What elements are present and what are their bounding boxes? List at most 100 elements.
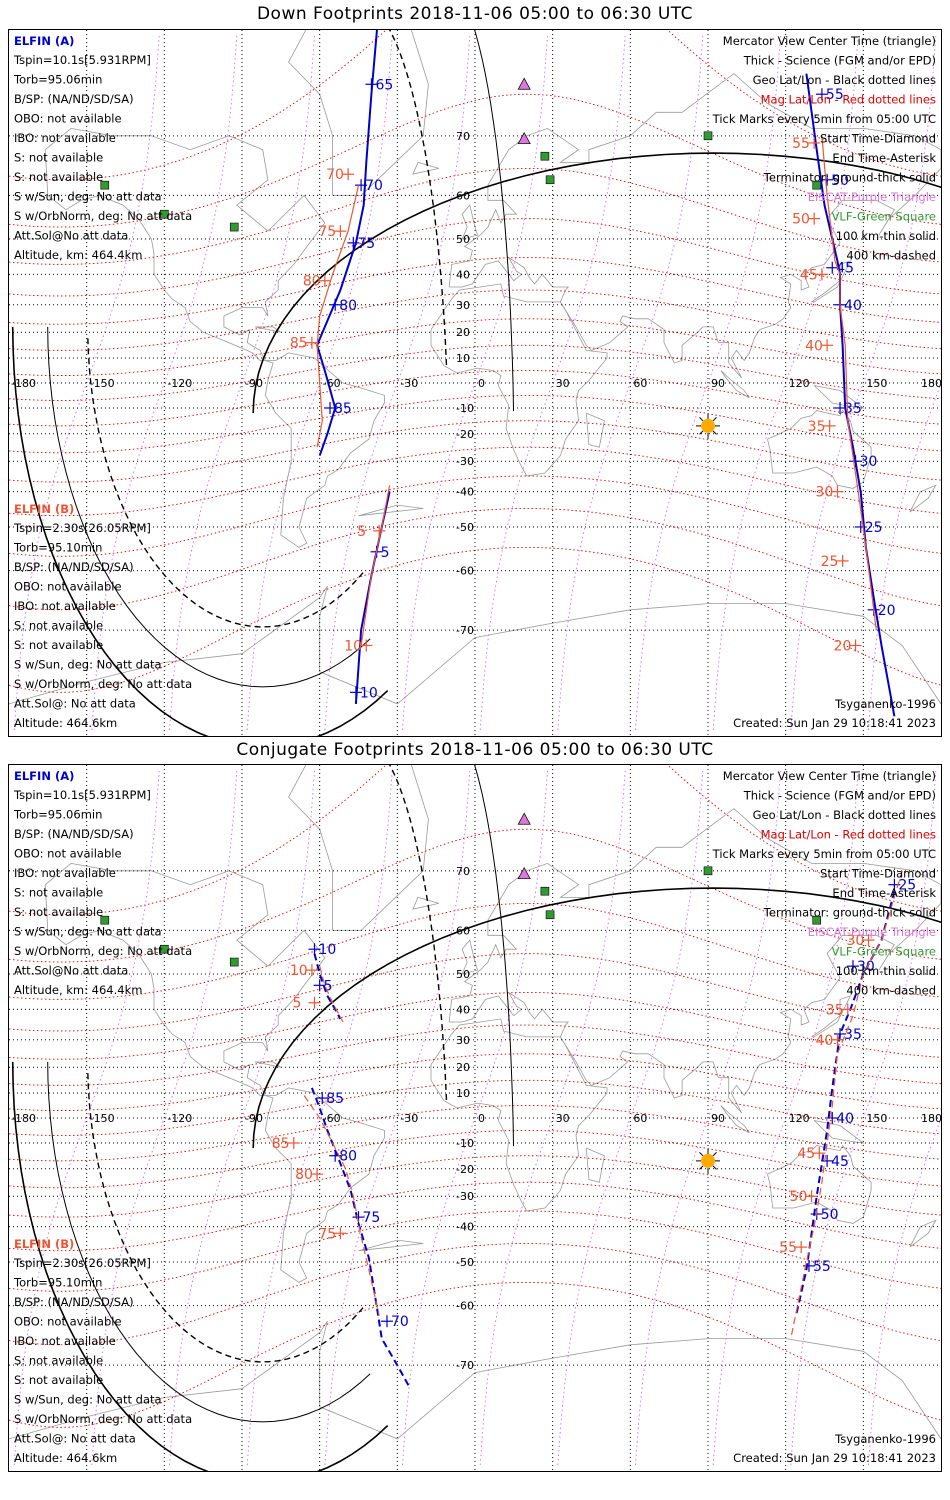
p1-ytick-label: -30 (456, 1190, 474, 1203)
p0-xtick-label: -120 (167, 377, 192, 390)
p1-ytick-label: -60 (456, 1300, 474, 1313)
p0-legend-entry: Mercator View Center Time (triangle) (723, 34, 936, 48)
p0-series-3-elfin-b: 70 75 80 85 (290, 167, 360, 448)
p0-model-label: Tsyganenko-1996 (834, 697, 936, 711)
p1-coast-6 (720, 1105, 750, 1134)
p1-legend-entry: Tick Marks every 5min from 05:00 UTC (712, 847, 936, 861)
p1-tick-time-label: 75 (318, 1226, 336, 1242)
p1-elfin-b-line: Torb=95.10min (13, 1276, 102, 1290)
p0-elfin-a-line: S w/OrbNorm, deg: No att data (14, 209, 192, 223)
p0-tick-time-label: 10 (344, 638, 362, 654)
p0-tick-time-label: 35 (808, 419, 826, 435)
p0-legend-entry: VLF-Green Square (832, 210, 936, 224)
p1-vlf-square-icon (540, 886, 550, 896)
p1-elfin-a-line: Altitude, km: 464.4km (14, 983, 142, 997)
p1-ytick-label: -10 (456, 1137, 474, 1150)
p0-coast-14 (585, 412, 605, 448)
p0-terminator-ground-west (11, 326, 389, 736)
p0-tick-time-label: 5 (381, 545, 390, 561)
p1-ytick-label: 60 (456, 924, 470, 937)
p1-elfin-b-line: S w/Sun, deg: No att data (14, 1393, 162, 1407)
p1-elfin-a-line: Tspin=10.1s[5.931RPM] (13, 788, 151, 802)
p0-xtick-label: -60 (323, 377, 341, 390)
p1-elfin-a-name: ELFIN (A) (14, 769, 74, 783)
p0-vlf-square-icon (545, 175, 555, 185)
p1-elfin-a-line: OBO: not available (14, 847, 122, 861)
p1-elfin-b-line: IBO: not available (14, 1334, 116, 1348)
p0-tick-time-label: 25 (821, 554, 839, 570)
p1-ytick-label: -50 (456, 1256, 474, 1269)
p1-eiscat-triangle-icon (517, 866, 531, 880)
p0-xtick-label: -180 (11, 377, 36, 390)
p1-vlf-square-icon (703, 866, 713, 876)
p0-legend: Mercator View Center Time (triangle) Thic… (712, 34, 937, 263)
p0-ytick-label: 70 (456, 130, 470, 143)
p1-tick-time-label: 5 (324, 978, 333, 994)
p0-tick-time-label: 85 (334, 401, 352, 417)
p1-xtick-label: 180 (921, 1112, 942, 1125)
p1-elfin-b-line: S: not available (14, 1354, 103, 1368)
p1-terminator-ground-east (252, 887, 941, 1149)
p1-terminator-400km-north (388, 765, 448, 1101)
p1-vlf-sites (100, 866, 822, 967)
p1-ytick-label: 40 (456, 1003, 470, 1016)
p1-coast-9 (412, 896, 439, 910)
p1-xtick-label: 0 (478, 1112, 485, 1125)
p0-legend-entry: Thick - Science (FGM and/or EPD) (743, 54, 936, 68)
p1-xtick-label: -30 (400, 1112, 418, 1125)
p1-xtick-label: -150 (90, 1112, 115, 1125)
p0-coast-3 (430, 283, 608, 477)
p1-terminator-400km-west (87, 1072, 364, 1363)
p1-tick-time-label: 35 (844, 1027, 862, 1043)
p1-tick-labels: -180 -150 -120 -90 -60 -30 0 30 60 90 120 150 180 70 6… (11, 865, 942, 1372)
p1-ytick-label: 50 (456, 968, 470, 981)
p1-tick-time-label: 80 (339, 1149, 357, 1165)
p1-tick-time-label: 10 (318, 942, 336, 958)
p1-vlf-square-icon (812, 915, 822, 925)
p0-tick-time-label: 75 (357, 236, 375, 252)
p1-legend-entry: EISCAT-Purple Triangle (808, 925, 936, 939)
p0-tick-time-label: 70 (326, 167, 344, 183)
p0-xtick-label: 150 (866, 377, 887, 390)
p0-tick-time-label: 70 (365, 178, 383, 194)
p1-coast-0 (44, 862, 385, 1283)
p0-tick-time-label: 25 (865, 520, 883, 536)
p1-eiscat-triangle-icon (517, 812, 531, 825)
p1-tick-time-label: 70 (391, 1314, 409, 1330)
p0-elfin-a-line: Att.Sol@No att data (14, 229, 128, 243)
p0-elfin-b-line: Torb=95.10min (13, 541, 102, 555)
p1-elfin-a-line: S w/OrbNorm, deg: No att data (14, 944, 192, 958)
p0-xtick-label: 180 (921, 377, 942, 390)
p1-ytick-label: 10 (456, 1087, 470, 1100)
p0-ytick-label: -10 (456, 402, 474, 415)
p0-elfin-a-line: S: not available (14, 170, 103, 184)
p0-tick-time-label: 30 (815, 485, 833, 501)
p1-sun-ray (699, 1165, 704, 1170)
p1-elfin-b-line: B/SP: (NA/ND/SD/SA) (14, 1295, 134, 1309)
p1-elfin-a-line: Torb=95.06min (13, 808, 102, 822)
p1-terminator-ground-west (11, 1061, 389, 1471)
p0-sun-ray (712, 417, 717, 422)
p1-elfin-a-line: S w/Sun, deg: No att data (14, 925, 162, 939)
p1-sun-ray (712, 1165, 717, 1170)
p1-tick-time-label: 75 (363, 1210, 381, 1226)
p1-ytick-label: -70 (456, 1359, 474, 1372)
p1-eiscat-sites (517, 812, 531, 880)
p0-coast-0 (44, 127, 385, 548)
p0-legend-entry: EISCAT-Purple Triangle (808, 190, 936, 204)
p1-tick-time-label: 5 (292, 996, 301, 1012)
p0-legend-entry: End Time-Asterisk (832, 151, 936, 165)
p1-coast-10 (358, 1239, 424, 1252)
p0-elfin-b-line: IBO: not available (14, 599, 116, 613)
p1-xtick-label: -90 (245, 1112, 263, 1125)
p0-terminators (11, 30, 941, 736)
p0-terminator-400km-west (87, 337, 364, 628)
p1-tick-time-label: 40 (836, 1111, 854, 1127)
top-panel-title: Down Footprints 2018-11-06 05:00 to 06:3… (256, 4, 694, 24)
p1-elfin-a-line: S: not available (14, 886, 103, 900)
p0-elfin-b-line: S: not available (14, 638, 103, 652)
p0-elfin-a-line: S: not available (14, 151, 103, 165)
p1-vlf-square-icon (545, 910, 555, 920)
p1-mag-lat-line (9, 1181, 941, 1252)
p1-coast-5 (9, 1320, 941, 1440)
